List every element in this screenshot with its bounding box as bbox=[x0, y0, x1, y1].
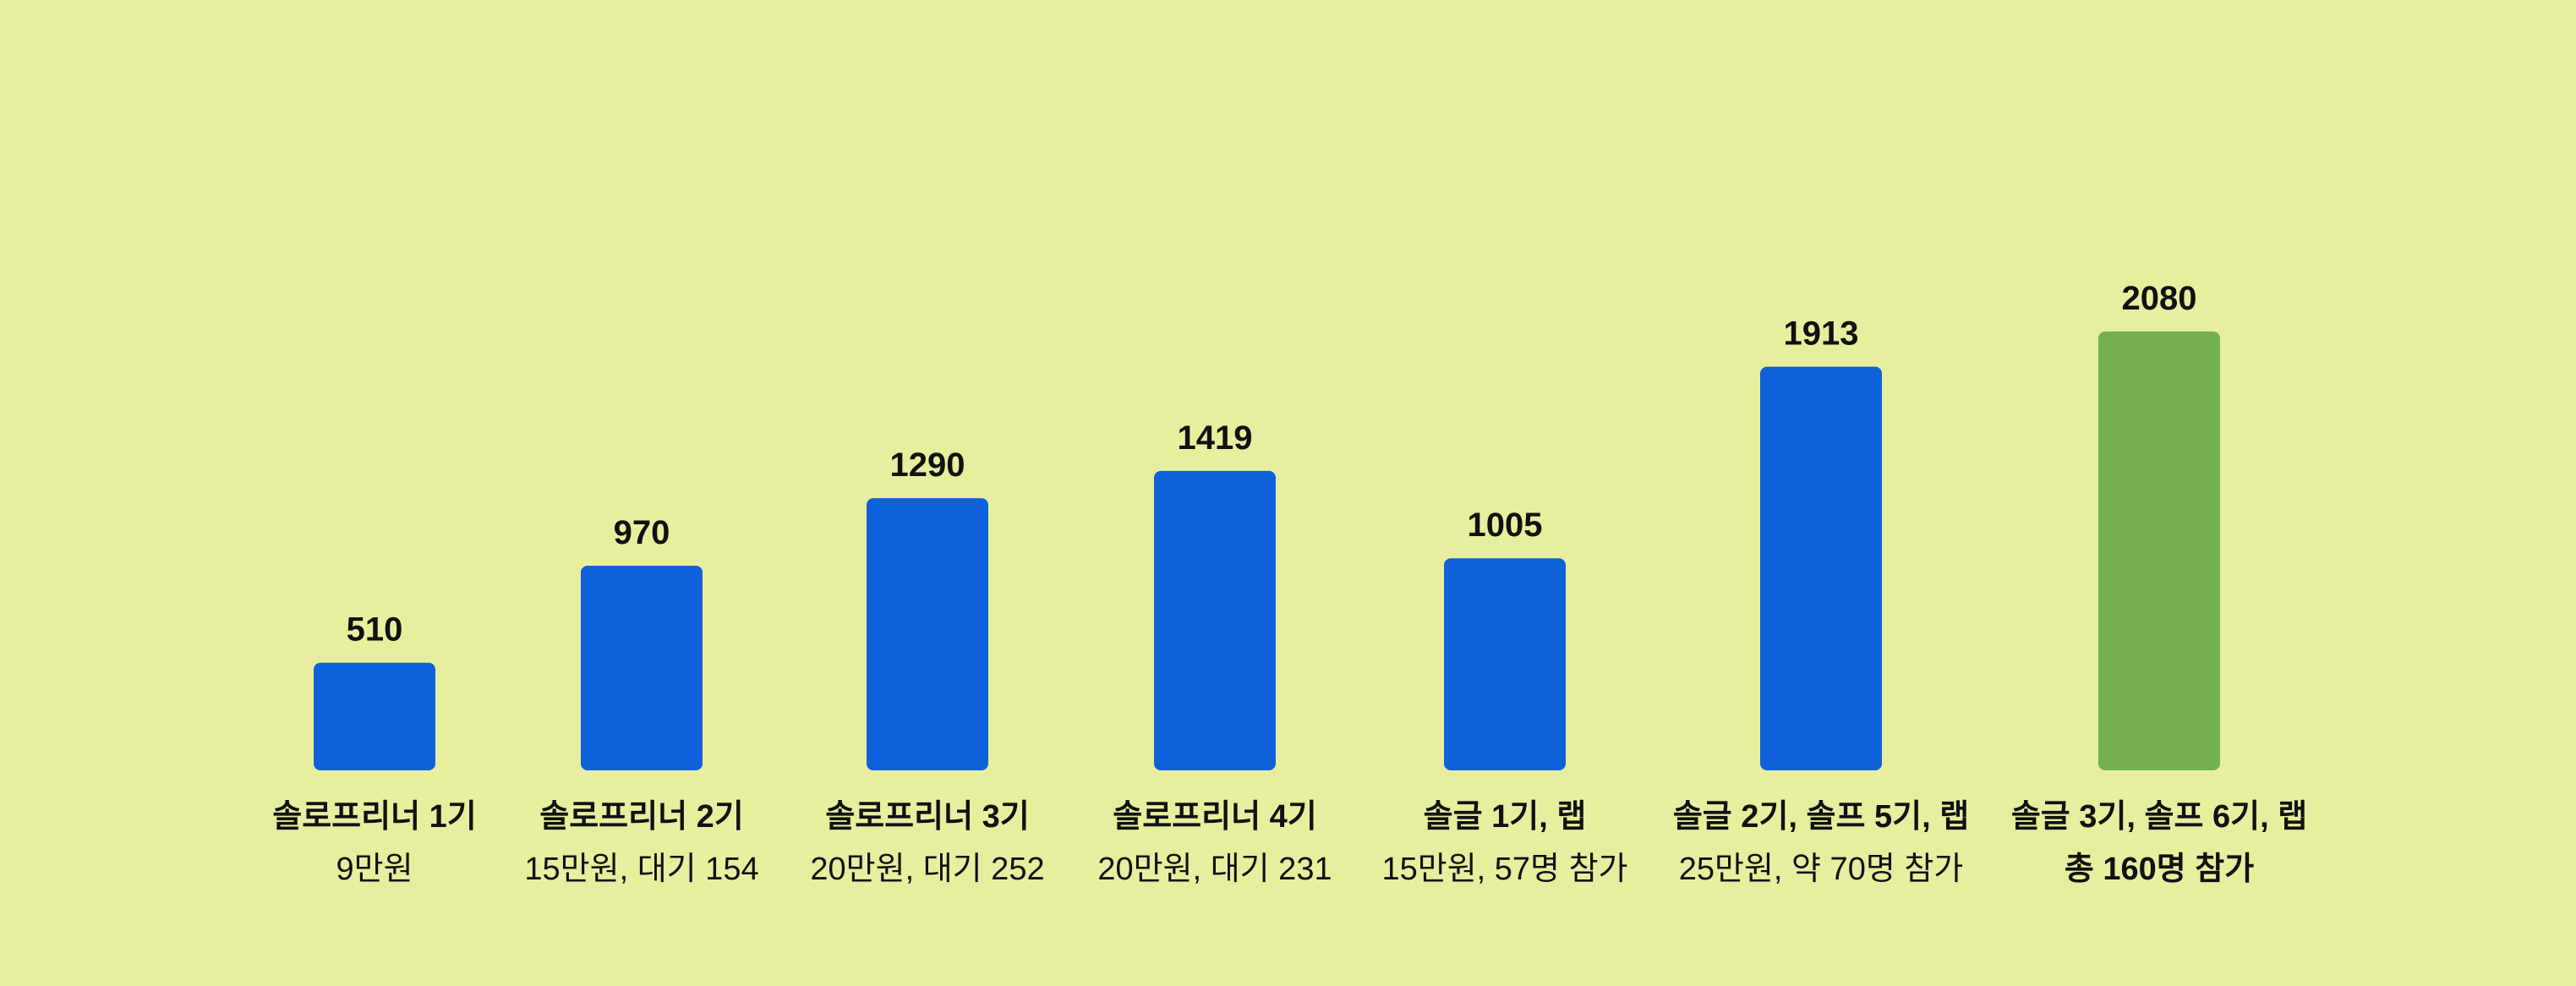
category-label-3: 솔로프리너 3기 bbox=[825, 799, 1029, 835]
bar-5 bbox=[1444, 558, 1566, 770]
category-label-6: 솔글 2기, 솔프 5기, 랩 bbox=[1673, 799, 1969, 835]
bar-1 bbox=[314, 662, 435, 770]
subtitle-label-7: 총 160명 참가 bbox=[2065, 852, 2254, 887]
value-label-5: 1005 bbox=[1468, 507, 1543, 544]
bar-4 bbox=[1154, 470, 1276, 770]
category-label-2: 솔로프리너 2기 bbox=[539, 799, 743, 835]
category-label-5: 솔글 1기, 랩 bbox=[1424, 799, 1587, 835]
value-label-2: 970 bbox=[614, 514, 670, 551]
subtitle-label-1: 9만원 bbox=[336, 852, 413, 887]
bar-7 bbox=[2098, 331, 2220, 770]
value-label-6: 1913 bbox=[1784, 315, 1859, 353]
value-label-3: 1290 bbox=[890, 446, 965, 484]
subtitle-label-4: 20만원, 대기 231 bbox=[1097, 852, 1332, 887]
category-label-7: 솔글 3기, 솔프 6기, 랩 bbox=[2011, 799, 2307, 835]
value-label-1: 510 bbox=[347, 611, 403, 649]
category-label-1: 솔로프리너 1기 bbox=[272, 799, 476, 835]
subtitle-label-2: 15만원, 대기 154 bbox=[524, 852, 758, 887]
subtitle-label-6: 25만원, 약 70명 참가 bbox=[1679, 852, 1964, 887]
value-label-4: 1419 bbox=[1178, 419, 1253, 457]
subtitle-label-5: 15만원, 57명 참가 bbox=[1381, 852, 1627, 887]
bar-6 bbox=[1760, 366, 1882, 770]
bar-3 bbox=[867, 498, 988, 770]
value-label-7: 2080 bbox=[2122, 280, 2197, 317]
category-label-4: 솔로프리너 4기 bbox=[1113, 799, 1316, 835]
subtitle-label-3: 20만원, 대기 252 bbox=[810, 852, 1044, 887]
bar-2 bbox=[581, 565, 703, 770]
